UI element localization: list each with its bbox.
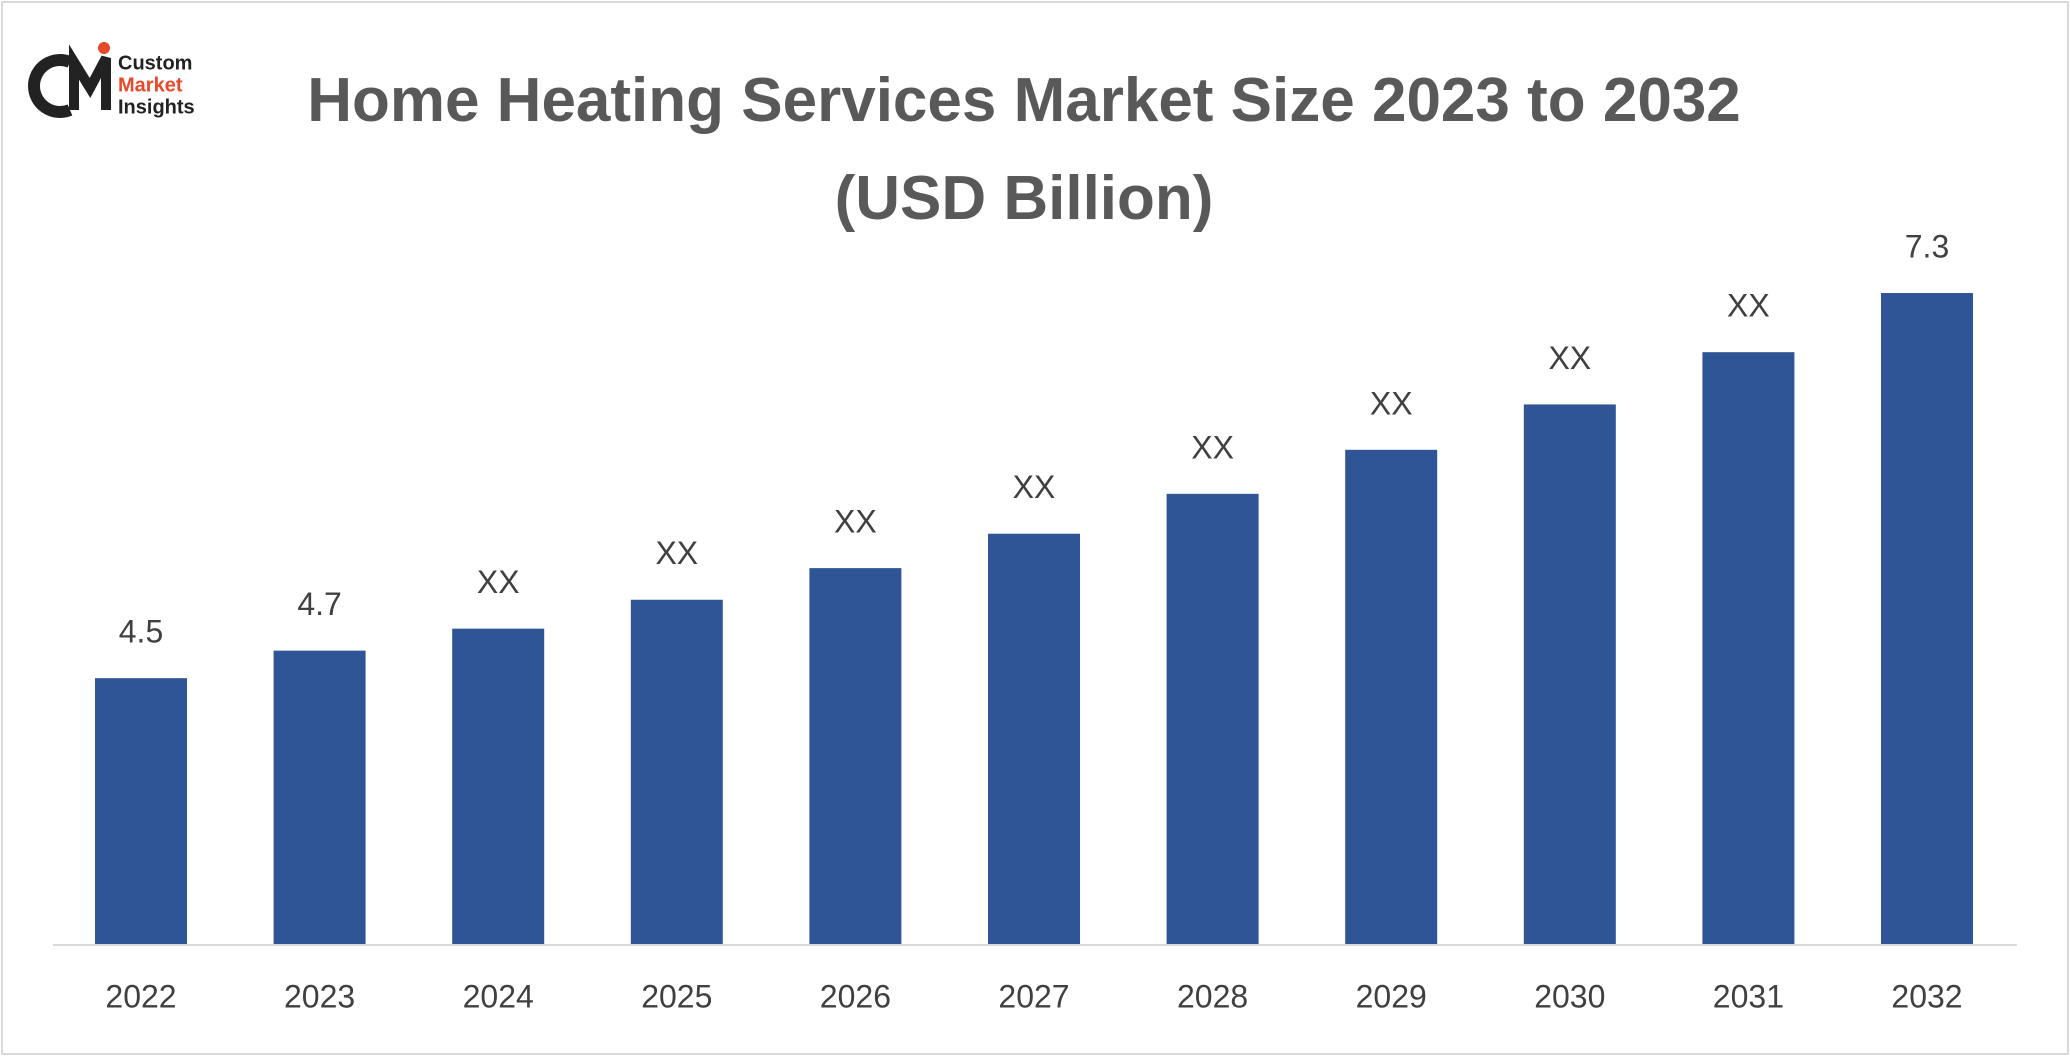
data-label: XX: [1370, 385, 1413, 421]
bar: [452, 628, 545, 945]
x-tick-label: 2023: [284, 978, 355, 1014]
logo-text: Insights: [118, 96, 195, 118]
bar: [1523, 404, 1616, 945]
data-label: XX: [834, 504, 877, 540]
bar: [809, 568, 902, 945]
data-label: 4.5: [119, 614, 163, 650]
chart-title: Home Heating Services Market Size 2023 t…: [307, 66, 1741, 233]
bar: [1345, 449, 1438, 945]
bar: [273, 650, 366, 945]
data-label: XX: [477, 564, 520, 600]
bar: [988, 533, 1080, 945]
x-tick-label: 2031: [1713, 978, 1784, 1014]
data-label: XX: [1548, 340, 1591, 376]
x-tick-label: 2026: [820, 978, 891, 1014]
x-tick-label: 2028: [1177, 978, 1248, 1014]
logo-c: [28, 54, 73, 118]
x-tick-label: 2027: [998, 978, 1069, 1014]
data-label: 7.3: [1905, 228, 1949, 264]
data-label: XX: [1191, 429, 1234, 465]
bar: [1702, 352, 1795, 945]
data-label: XX: [1013, 469, 1056, 505]
logo-text: Custom: [118, 52, 192, 74]
x-tick-label: 2025: [641, 978, 712, 1014]
data-label: XX: [1727, 288, 1770, 324]
x-tick-label: 2029: [1356, 978, 1427, 1014]
bar: [1881, 293, 1973, 945]
data-label: 4.7: [297, 586, 341, 622]
x-tick-label: 2030: [1534, 978, 1605, 1014]
bar: [95, 678, 187, 945]
x-tick-label: 2022: [105, 978, 176, 1014]
logo-text: Market: [118, 74, 183, 96]
x-tick-label: 2032: [1891, 978, 1962, 1014]
bar: [630, 599, 723, 945]
x-tick-label: 2024: [463, 978, 534, 1014]
data-label: XX: [655, 535, 698, 571]
logo-dot: [98, 42, 110, 54]
logo: Custom Market Insights: [28, 42, 195, 118]
logo-m: [69, 44, 111, 110]
bar: [1166, 493, 1259, 945]
